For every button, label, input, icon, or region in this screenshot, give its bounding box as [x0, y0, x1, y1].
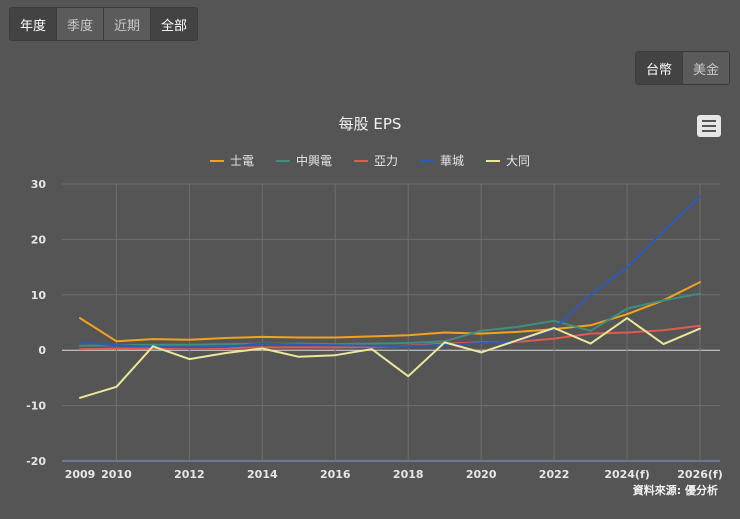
legend-item-4[interactable]: 大同: [486, 152, 530, 169]
chart-title: 每股 EPS: [338, 115, 402, 133]
hamburger-icon-bar: [702, 130, 716, 132]
x-tick-label: 2010: [101, 468, 132, 481]
legend-swatch: [353, 159, 368, 162]
series-line-3: [79, 195, 701, 349]
data-source-credit: 資料來源: 優分析: [632, 484, 718, 497]
period-recent-button[interactable]: 近期: [104, 8, 152, 40]
legend-swatch: [275, 159, 290, 162]
series-line-1: [79, 292, 701, 347]
y-tick-label: -20: [26, 455, 46, 468]
series-line-4: [79, 317, 701, 399]
currency-twd-button[interactable]: 台幣: [635, 52, 683, 84]
x-tick-label: 2016: [320, 468, 351, 481]
legend-label: 華城: [440, 154, 465, 168]
hamburger-icon-bar: [702, 125, 716, 127]
y-tick-label: 0: [38, 344, 46, 357]
x-tick-label: 2022: [539, 468, 570, 481]
legend-label: 大同: [506, 154, 531, 168]
chart-legend: 士電 中興電 亞力 華城 大同: [0, 152, 740, 169]
period-annual-button[interactable]: 年度: [10, 8, 58, 40]
x-tick-label: 2026(f): [677, 468, 722, 481]
x-tick-label: 2018: [393, 468, 424, 481]
legend-item-2[interactable]: 亞力: [353, 152, 398, 169]
y-tick-label: 10: [31, 289, 47, 302]
x-tick-label: 2020: [466, 468, 497, 481]
hamburger-icon: [702, 120, 716, 122]
legend-label: 士電: [229, 154, 254, 168]
x-tick-label: 2024(f): [604, 468, 649, 481]
legend-label: 亞力: [373, 154, 398, 168]
period-selector: 年度 季度 近期 全部: [9, 7, 199, 41]
period-all-button[interactable]: 全部: [151, 8, 198, 40]
y-tick-label: 20: [31, 233, 47, 246]
currency-selector: 台幣 美金: [634, 51, 730, 85]
legend-item-3[interactable]: 華城: [420, 152, 464, 169]
x-tick-label: 2009: [65, 468, 96, 481]
y-tick-label: -10: [26, 400, 46, 413]
legend-label: 中興電: [295, 154, 332, 168]
y-tick-label: 30: [31, 178, 47, 191]
legend-swatch: [209, 159, 224, 162]
series-line-0: [79, 281, 701, 343]
legend-item-0[interactable]: 士電: [209, 152, 254, 169]
legend-item-1[interactable]: 中興電: [275, 152, 332, 169]
chart-menu-button[interactable]: [697, 115, 721, 137]
currency-usd-button[interactable]: 美金: [682, 52, 729, 84]
legend-swatch: [486, 159, 501, 162]
x-tick-label: 2014: [247, 468, 278, 481]
x-tick-label: 2012: [174, 468, 205, 481]
legend-swatch: [420, 159, 434, 162]
period-quarterly-button[interactable]: 季度: [57, 8, 105, 40]
